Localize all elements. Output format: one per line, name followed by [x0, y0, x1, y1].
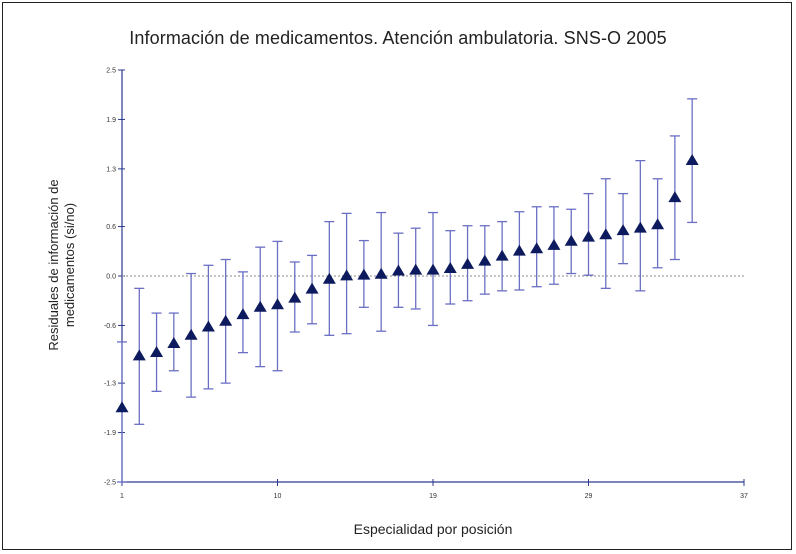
- data-point-marker: [374, 267, 388, 279]
- data-point-marker: [409, 263, 423, 275]
- data-point-marker: [564, 234, 578, 246]
- x-tick-label: 29: [585, 493, 593, 500]
- data-point-marker: [236, 308, 250, 320]
- data-point-marker: [288, 291, 302, 303]
- y-tick-label: -2.5: [104, 480, 116, 487]
- data-point-marker: [685, 154, 699, 166]
- data-point-marker: [201, 320, 215, 332]
- data-point-marker: [582, 230, 595, 242]
- data-point-marker: [616, 224, 630, 236]
- data-point-marker: [253, 300, 267, 312]
- data-point-marker: [495, 249, 509, 261]
- data-point-marker: [668, 191, 682, 203]
- x-tick-label: 19: [429, 493, 437, 500]
- data-point-marker: [547, 238, 561, 250]
- data-point-marker: [426, 263, 440, 275]
- y-tick-label: -1.3: [104, 381, 116, 388]
- y-tick-label: 0.0: [106, 274, 116, 281]
- data-point-marker: [633, 221, 647, 233]
- data-point-marker: [115, 401, 129, 413]
- x-tick-label: 1: [120, 493, 124, 500]
- data-point-marker: [599, 228, 613, 240]
- data-point-marker: [184, 328, 198, 340]
- data-point-marker: [357, 268, 371, 280]
- data-point-marker: [512, 244, 526, 256]
- data-point-marker: [530, 242, 544, 254]
- data-point-marker: [461, 257, 475, 269]
- data-point-marker: [150, 346, 164, 358]
- chart-title: Información de medicamentos. Atención am…: [129, 28, 667, 48]
- x-axis-label: Especialidad por posición: [353, 521, 513, 537]
- data-point-marker: [132, 349, 146, 361]
- data-point-marker: [443, 261, 457, 273]
- y-tick-label: -0.6: [104, 323, 116, 330]
- y-tick-label: 1.3: [106, 166, 116, 173]
- data-point-marker: [478, 254, 492, 266]
- data-point-marker: [322, 272, 336, 284]
- data-point-marker: [340, 269, 354, 281]
- y-tick-label: 2.5: [106, 68, 116, 75]
- y-tick-label: 1.9: [106, 117, 116, 124]
- y-tick-label: 0.6: [106, 224, 116, 231]
- x-tick-label: 10: [274, 493, 282, 500]
- data-point-marker: [167, 336, 181, 348]
- data-point-marker: [271, 298, 284, 310]
- data-point-marker: [651, 218, 665, 230]
- y-tick-label: -1.9: [104, 430, 116, 437]
- data-point-marker: [219, 314, 233, 326]
- data-point-marker: [391, 264, 405, 276]
- x-tick-label: 37: [740, 493, 748, 500]
- data-point-marker: [305, 282, 319, 294]
